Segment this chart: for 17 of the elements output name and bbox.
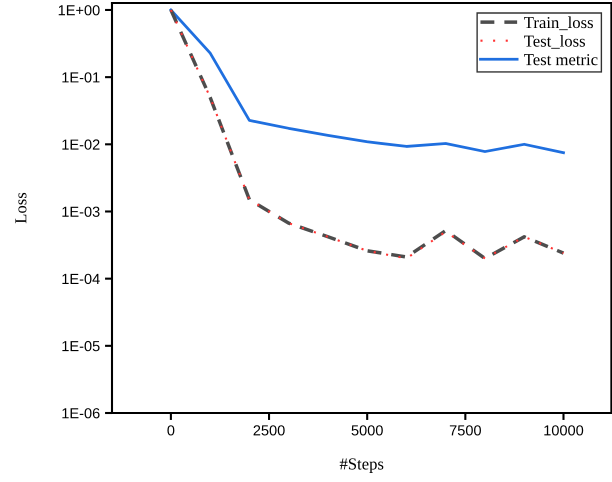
x-tick-label: 0 [167, 425, 174, 436]
x-tick-label: 5000 [352, 425, 383, 436]
legend-label: Test_loss [524, 34, 585, 49]
x-axis-title: #Steps [340, 458, 384, 473]
y-tick-label: 1E-02 [62, 139, 100, 150]
y-axis-title: Loss [15, 192, 26, 224]
legend-label: Test metric [524, 54, 598, 66]
x-tick-label: 7500 [450, 425, 481, 436]
x-tick-label: 10000 [544, 425, 584, 436]
legend-label: Train_loss [524, 16, 593, 30]
y-tick-label: 1E-03 [62, 206, 100, 217]
y-tick-label: 1E+00 [58, 5, 100, 16]
y-tick-label: 1E-04 [62, 274, 100, 284]
x-tick-label: 2500 [254, 425, 285, 436]
y-tick-label: 1E-05 [62, 340, 100, 352]
y-tick-label: 1E-06 [62, 408, 100, 418]
y-tick-label: 1E-01 [62, 72, 100, 83]
